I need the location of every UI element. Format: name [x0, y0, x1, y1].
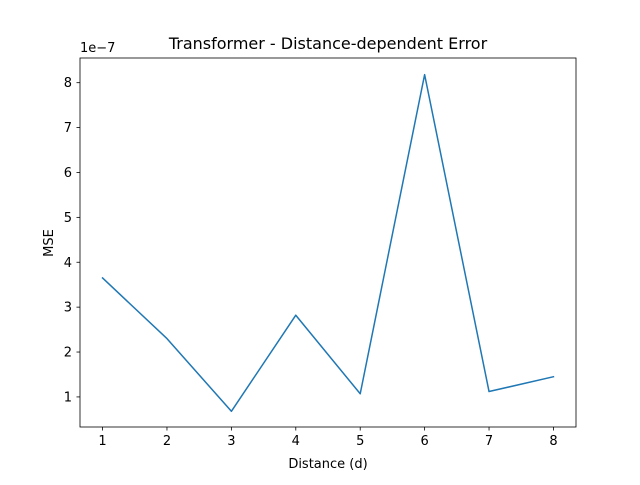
- x-tick-label: 1: [98, 434, 106, 449]
- chart-title: Transformer - Distance-dependent Error: [168, 34, 488, 53]
- y-tick-label: 1: [64, 390, 72, 405]
- y-tick-label: 8: [64, 76, 72, 91]
- y-tick-label: 2: [64, 346, 72, 361]
- x-tick-label: 4: [292, 434, 300, 449]
- x-tick-label: 2: [163, 434, 171, 449]
- x-tick-label: 5: [356, 434, 364, 449]
- y-tick-label: 5: [64, 211, 72, 226]
- x-tick-label: 8: [549, 434, 557, 449]
- y-tick-label: 4: [64, 256, 72, 271]
- x-tick-label: 6: [420, 434, 428, 449]
- y-tick-label: 3: [64, 301, 72, 316]
- x-tick-label: 3: [227, 434, 235, 449]
- y-offset-label: 1e−7: [80, 41, 115, 56]
- plot-area: 1 2 3 4 5 6 7 8 1 2 3 4 5 6 7 8: [64, 57, 577, 449]
- series-line: [101, 73, 555, 413]
- y-axis-label: MSE: [42, 229, 57, 257]
- x-axis-label: Distance (d): [288, 457, 367, 472]
- axes-frame: [79, 57, 577, 428]
- y-tick-label: 7: [64, 121, 72, 136]
- x-tick-label: 7: [485, 434, 493, 449]
- y-tick-label: 6: [64, 166, 72, 181]
